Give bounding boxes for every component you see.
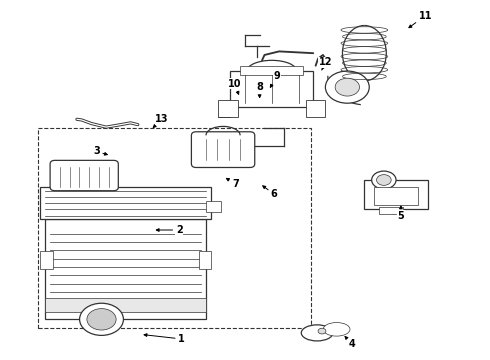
Text: 6: 6 bbox=[263, 186, 278, 199]
Bar bbox=[45, 298, 206, 312]
Bar bbox=[206, 202, 220, 212]
Circle shape bbox=[87, 309, 116, 330]
Text: 1: 1 bbox=[144, 334, 185, 344]
FancyBboxPatch shape bbox=[50, 160, 118, 191]
Text: 5: 5 bbox=[397, 206, 404, 221]
Text: 13: 13 bbox=[153, 114, 169, 127]
Text: 8: 8 bbox=[256, 82, 263, 98]
Text: 11: 11 bbox=[409, 11, 432, 28]
Circle shape bbox=[79, 303, 123, 336]
Circle shape bbox=[372, 171, 396, 189]
Circle shape bbox=[318, 328, 326, 334]
Bar bbox=[45, 219, 206, 319]
Bar bbox=[306, 100, 325, 117]
Circle shape bbox=[376, 175, 391, 185]
Text: 10: 10 bbox=[227, 78, 241, 94]
Bar bbox=[40, 251, 52, 269]
Circle shape bbox=[325, 71, 369, 103]
Circle shape bbox=[335, 78, 360, 96]
FancyBboxPatch shape bbox=[192, 132, 255, 167]
Text: 7: 7 bbox=[226, 179, 239, 189]
Bar bbox=[240, 66, 303, 75]
Bar bbox=[365, 180, 428, 208]
Bar bbox=[218, 100, 238, 117]
Ellipse shape bbox=[301, 325, 333, 341]
Bar bbox=[379, 207, 403, 214]
Text: 4: 4 bbox=[345, 337, 356, 349]
Bar bbox=[199, 251, 211, 269]
Bar bbox=[230, 71, 313, 107]
Bar bbox=[40, 187, 211, 219]
Text: 2: 2 bbox=[156, 225, 183, 235]
Text: 12: 12 bbox=[318, 57, 332, 70]
Ellipse shape bbox=[323, 323, 350, 336]
Text: 3: 3 bbox=[93, 147, 107, 157]
Bar bbox=[374, 187, 418, 205]
Bar bbox=[38, 128, 311, 328]
Text: 9: 9 bbox=[270, 71, 280, 87]
